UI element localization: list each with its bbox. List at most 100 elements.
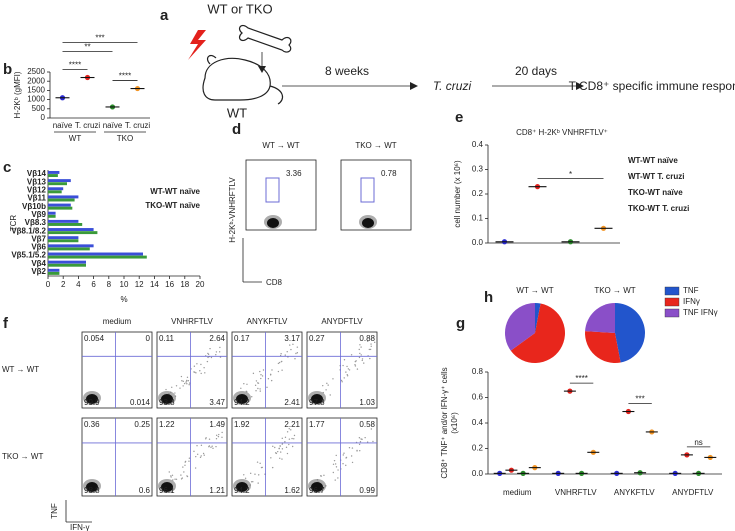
legend-label: WT-WT T. cruzi (628, 172, 684, 181)
plot-title: WT → WT (262, 141, 299, 150)
y-tick-label: 0.2 (472, 189, 484, 198)
quadrant-value: 96.1 (159, 486, 175, 495)
event-dot (359, 352, 361, 355)
event-dot (279, 354, 282, 357)
event-dot (195, 372, 197, 374)
bar (48, 239, 79, 243)
event-dot (340, 379, 343, 382)
x-tick-label: 16 (165, 280, 174, 289)
legend-swatch (664, 286, 680, 296)
event-dot (260, 377, 262, 380)
chart-title: TKO → WT (594, 286, 635, 295)
mouse-icon (202, 57, 271, 101)
event-dot (279, 445, 281, 447)
event-dot (341, 381, 343, 383)
quadrant-value: 0.88 (359, 334, 375, 343)
event-dot (366, 441, 369, 443)
event-dot (343, 359, 346, 361)
quadrant-value: 94.2 (234, 486, 250, 495)
quadrant-value: 1.62 (284, 486, 300, 495)
panel-label: e (455, 109, 463, 126)
event-dot (345, 456, 348, 459)
event-dot (368, 348, 371, 351)
event-dot (261, 466, 263, 469)
x-tick-label: 18 (180, 280, 189, 289)
event-dot (351, 461, 354, 464)
event-dot (286, 452, 289, 455)
event-dot (203, 367, 205, 369)
event-dot (256, 461, 259, 463)
event-dot (285, 446, 288, 449)
event-dot (360, 354, 362, 356)
event-dot (193, 450, 195, 453)
event-dot (345, 464, 347, 467)
event-dot (257, 382, 260, 384)
event-dot (277, 370, 280, 373)
event-cloud (311, 482, 323, 492)
event-dot (184, 460, 187, 463)
event-dot (185, 381, 187, 383)
event-dot (212, 447, 214, 450)
event-dot (356, 450, 358, 452)
event-dot (181, 380, 183, 382)
bar (48, 195, 79, 199)
event-dot (346, 374, 348, 376)
quadrant-value: 2.41 (284, 398, 300, 407)
quadrant-value: 99.9 (84, 398, 100, 407)
event-dot (209, 347, 211, 350)
event-dot (200, 372, 202, 375)
event-dot (342, 364, 344, 367)
quadrant-value: 1.22 (159, 420, 175, 429)
event-dot (259, 390, 261, 392)
event-dot (188, 460, 190, 462)
chart-title: WT → WT (516, 286, 553, 295)
event-dot (281, 443, 283, 445)
y-tick-label: Vβ5.1/5.2 (11, 251, 46, 260)
bar (48, 252, 143, 256)
event-dot (208, 445, 211, 447)
event-dot (280, 353, 282, 355)
y-tick-label: 0 (41, 113, 46, 122)
legend-label: TKO-WT naïve (628, 188, 683, 197)
event-dot (296, 346, 299, 348)
x-tick-label: 14 (150, 280, 159, 289)
event-dot (358, 437, 361, 439)
event-dot (171, 474, 174, 477)
event-dot (188, 382, 191, 384)
x-tick-label: 4 (76, 280, 81, 289)
event-dot (249, 472, 252, 475)
significance-label: *** (95, 34, 104, 43)
event-dot (281, 448, 284, 450)
event-dot (186, 376, 189, 379)
event-dot (271, 369, 273, 371)
legend-label: WT-WT naïve (150, 187, 200, 196)
event-dot (373, 341, 376, 344)
bar (48, 170, 60, 174)
quadrant-value: 0.25 (134, 420, 150, 429)
event-dot (170, 476, 172, 478)
plot-title: TKO → WT (355, 141, 396, 150)
legend-label: TKO-WT naïve (145, 201, 200, 210)
panel-label: f (3, 315, 9, 332)
event-dot (288, 438, 291, 440)
quadrant-value: 3.17 (284, 334, 300, 343)
x-tick-label: ANYKFTLV (614, 488, 655, 497)
x-tick-label: 8 (107, 280, 112, 289)
event-dot (207, 352, 209, 355)
event-dot (267, 378, 270, 380)
x-tick-label: ANYDFTLV (672, 488, 714, 497)
gate (360, 177, 375, 203)
event-dot (175, 385, 178, 387)
pie-slice (510, 303, 565, 363)
event-dot (195, 455, 197, 458)
bar (48, 231, 98, 235)
y-tick-label: Vβ11 (27, 194, 46, 203)
event-dot (359, 450, 361, 452)
event-dot (244, 477, 247, 479)
event-dot (281, 360, 283, 363)
quadrant-value: 96.7 (309, 486, 325, 495)
event-dot (335, 466, 338, 468)
event-dot (215, 354, 217, 356)
event-dot (221, 436, 223, 439)
